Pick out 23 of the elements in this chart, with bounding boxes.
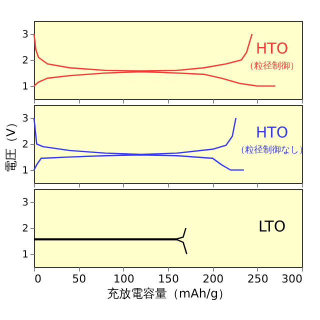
- x-tick-label: 0: [34, 272, 42, 286]
- y-tick-label: 3: [22, 198, 28, 208]
- y-tick-label: 2: [22, 140, 28, 150]
- y-tick-label: 1: [22, 166, 28, 176]
- x-axis-title: 充放電容量（mAh/g）: [106, 286, 230, 300]
- x-tick-label: 200: [202, 272, 224, 286]
- y-tick-label: 2: [22, 56, 28, 66]
- x-tick-label: 150: [158, 272, 179, 286]
- annotation: LTO: [258, 217, 286, 236]
- y-tick-label: 3: [22, 30, 28, 40]
- x-tick-label: 250: [247, 272, 268, 286]
- y-tick-label: 1: [22, 82, 28, 92]
- x-tick-label: 50: [72, 272, 86, 286]
- y-tick-label: 1: [22, 250, 28, 260]
- x-tick-label: 300: [282, 272, 302, 286]
- annotation: （粒径制御）: [245, 60, 299, 72]
- annotation: HTO: [256, 123, 288, 142]
- y-tick-label: 3: [22, 114, 28, 124]
- y-axis-title: 電圧（V）: [4, 116, 18, 173]
- x-tick-label: 100: [113, 272, 134, 286]
- y-tick-label: 2: [22, 224, 28, 234]
- annotation: HTO: [256, 39, 288, 58]
- annotation: （粒径制御なし）: [236, 144, 308, 156]
